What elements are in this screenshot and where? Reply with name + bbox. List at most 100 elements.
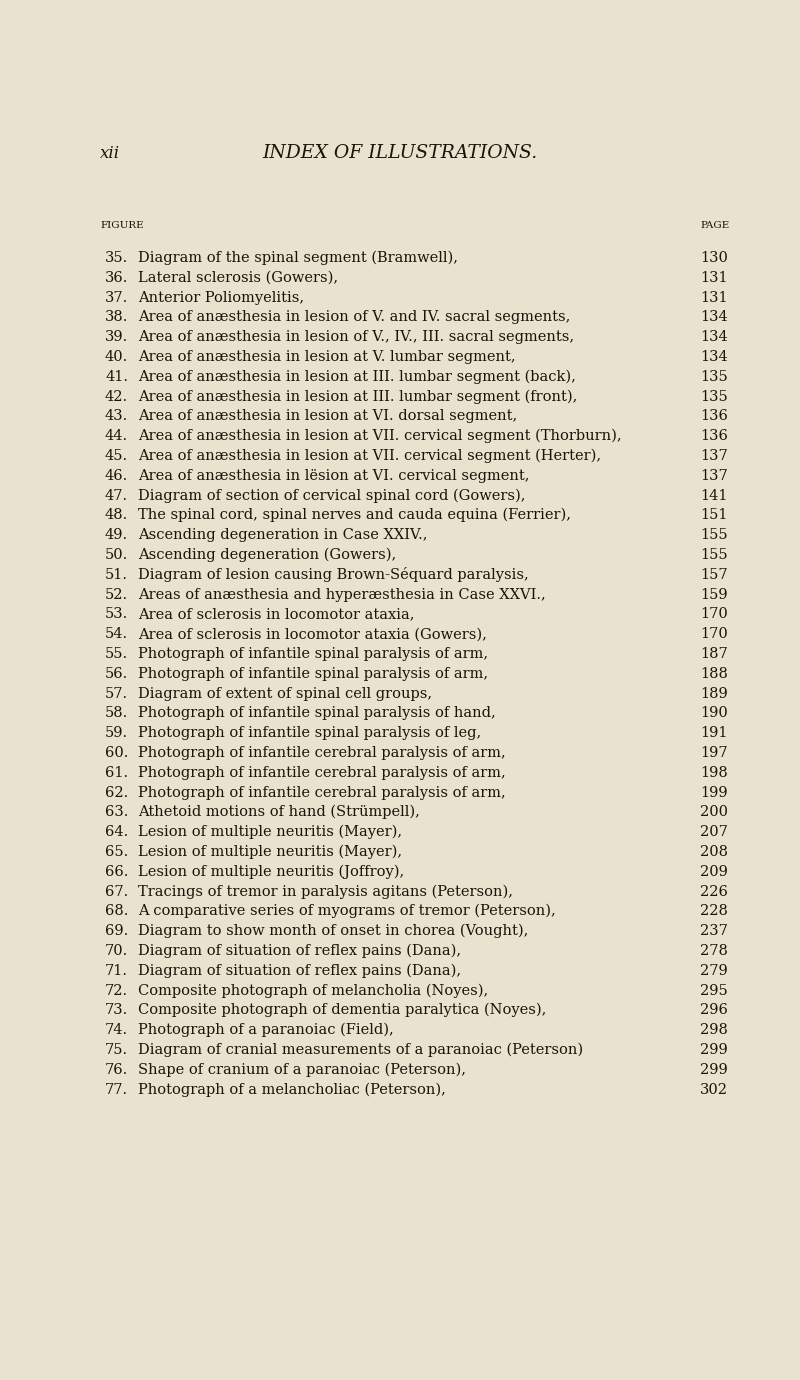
Text: Tracings of tremor in paralysis agitans (Peterson),: Tracings of tremor in paralysis agitans … xyxy=(138,885,513,898)
Text: 60.: 60. xyxy=(105,747,128,760)
Text: Lesion of multiple neuritis (Mayer),: Lesion of multiple neuritis (Mayer), xyxy=(138,845,402,858)
Text: 63.: 63. xyxy=(105,806,128,820)
Text: Anterior Poliomyelitis,: Anterior Poliomyelitis, xyxy=(138,291,304,305)
Text: 41.: 41. xyxy=(105,370,128,384)
Text: 64.: 64. xyxy=(105,825,128,839)
Text: A comparative series of myograms of tremor (Peterson),: A comparative series of myograms of trem… xyxy=(138,904,556,919)
Text: 55.: 55. xyxy=(105,647,128,661)
Text: 49.: 49. xyxy=(105,529,128,542)
Text: 57.: 57. xyxy=(105,687,128,701)
Text: 187: 187 xyxy=(700,647,728,661)
Text: Photograph of infantile spinal paralysis of hand,: Photograph of infantile spinal paralysis… xyxy=(138,707,496,720)
Text: Composite photograph of dementia paralytica (Noyes),: Composite photograph of dementia paralyt… xyxy=(138,1003,546,1017)
Text: 137: 137 xyxy=(700,448,728,464)
Text: Area of anæsthesia in lesion of V. and IV. sacral segments,: Area of anæsthesia in lesion of V. and I… xyxy=(138,310,570,324)
Text: 73.: 73. xyxy=(105,1003,128,1017)
Text: 61.: 61. xyxy=(105,766,128,780)
Text: 141: 141 xyxy=(700,489,727,502)
Text: 35.: 35. xyxy=(105,251,128,265)
Text: PAGE: PAGE xyxy=(700,221,730,230)
Text: Photograph of a melancholiac (Peterson),: Photograph of a melancholiac (Peterson), xyxy=(138,1082,446,1097)
Text: Lesion of multiple neuritis (Joffroy),: Lesion of multiple neuritis (Joffroy), xyxy=(138,864,404,879)
Text: 237: 237 xyxy=(700,925,728,938)
Text: 37.: 37. xyxy=(105,291,128,305)
Text: Area of anæsthesia in lesion at VII. cervical segment (Thorburn),: Area of anæsthesia in lesion at VII. cer… xyxy=(138,429,622,443)
Text: 76.: 76. xyxy=(105,1063,128,1076)
Text: Area of sclerosis in locomotor ataxia (Gowers),: Area of sclerosis in locomotor ataxia (G… xyxy=(138,627,487,642)
Text: 71.: 71. xyxy=(105,963,128,978)
Text: 136: 136 xyxy=(700,429,728,443)
Text: 39.: 39. xyxy=(105,330,128,344)
Text: Photograph of infantile spinal paralysis of leg,: Photograph of infantile spinal paralysis… xyxy=(138,726,482,740)
Text: 134: 134 xyxy=(700,351,728,364)
Text: Photograph of infantile spinal paralysis of arm,: Photograph of infantile spinal paralysis… xyxy=(138,667,488,680)
Text: 302: 302 xyxy=(700,1082,728,1097)
Text: Diagram of situation of reflex pains (Dana),: Diagram of situation of reflex pains (Da… xyxy=(138,944,461,958)
Text: 278: 278 xyxy=(700,944,728,958)
Text: 52.: 52. xyxy=(105,588,128,602)
Text: 137: 137 xyxy=(700,469,728,483)
Text: 72.: 72. xyxy=(105,984,128,998)
Text: 75.: 75. xyxy=(105,1043,128,1057)
Text: 134: 134 xyxy=(700,330,728,344)
Text: 70.: 70. xyxy=(105,944,128,958)
Text: Athetoid motions of hand (Strümpell),: Athetoid motions of hand (Strümpell), xyxy=(138,805,420,820)
Text: 135: 135 xyxy=(700,389,728,403)
Text: 226: 226 xyxy=(700,885,728,898)
Text: 191: 191 xyxy=(700,726,727,740)
Text: 189: 189 xyxy=(700,687,728,701)
Text: 131: 131 xyxy=(700,291,728,305)
Text: 77.: 77. xyxy=(105,1082,128,1097)
Text: Photograph of a paranoiac (Field),: Photograph of a paranoiac (Field), xyxy=(138,1023,394,1038)
Text: 136: 136 xyxy=(700,410,728,424)
Text: 65.: 65. xyxy=(105,845,128,858)
Text: Diagram of extent of spinal cell groups,: Diagram of extent of spinal cell groups, xyxy=(138,687,432,701)
Text: 45.: 45. xyxy=(105,448,128,464)
Text: Photograph of infantile cerebral paralysis of arm,: Photograph of infantile cerebral paralys… xyxy=(138,747,506,760)
Text: 74.: 74. xyxy=(105,1023,128,1038)
Text: 151: 151 xyxy=(700,508,727,523)
Text: 170: 170 xyxy=(700,627,728,642)
Text: 69.: 69. xyxy=(105,925,128,938)
Text: Area of anæsthesia in lesion at III. lumbar segment (front),: Area of anæsthesia in lesion at III. lum… xyxy=(138,389,578,403)
Text: 207: 207 xyxy=(700,825,728,839)
Text: 40.: 40. xyxy=(105,351,128,364)
Text: Photograph of infantile cerebral paralysis of arm,: Photograph of infantile cerebral paralys… xyxy=(138,785,506,799)
Text: Areas of anæsthesia and hyperæsthesia in Case XXVI.,: Areas of anæsthesia and hyperæsthesia in… xyxy=(138,588,546,602)
Text: Area of anæsthesia in lesion of V., IV., III. sacral segments,: Area of anæsthesia in lesion of V., IV.,… xyxy=(138,330,574,344)
Text: 130: 130 xyxy=(700,251,728,265)
Text: 198: 198 xyxy=(700,766,728,780)
Text: 68.: 68. xyxy=(105,904,128,919)
Text: 199: 199 xyxy=(700,785,728,799)
Text: 59.: 59. xyxy=(105,726,128,740)
Text: 159: 159 xyxy=(700,588,728,602)
Text: xii: xii xyxy=(100,145,120,161)
Text: 155: 155 xyxy=(700,529,728,542)
Text: 38.: 38. xyxy=(105,310,128,324)
Text: 155: 155 xyxy=(700,548,728,562)
Text: 298: 298 xyxy=(700,1023,728,1038)
Text: Composite photograph of melancholia (Noyes),: Composite photograph of melancholia (Noy… xyxy=(138,983,488,998)
Text: 295: 295 xyxy=(700,984,728,998)
Text: 44.: 44. xyxy=(105,429,128,443)
Text: 42.: 42. xyxy=(105,389,128,403)
Text: 66.: 66. xyxy=(105,865,128,879)
Text: 296: 296 xyxy=(700,1003,728,1017)
Text: 157: 157 xyxy=(700,567,728,582)
Text: 200: 200 xyxy=(700,806,728,820)
Text: Shape of cranium of a paranoiac (Peterson),: Shape of cranium of a paranoiac (Peterso… xyxy=(138,1063,466,1076)
Text: 299: 299 xyxy=(700,1043,728,1057)
Text: Ascending degeneration (Gowers),: Ascending degeneration (Gowers), xyxy=(138,548,396,562)
Text: INDEX OF ILLUSTRATIONS.: INDEX OF ILLUSTRATIONS. xyxy=(262,144,538,161)
Text: Area of anæsthesia in lesion at III. lumbar segment (back),: Area of anæsthesia in lesion at III. lum… xyxy=(138,370,576,384)
Text: Area of anæsthesia in lësion at VI. cervical segment,: Area of anæsthesia in lësion at VI. cerv… xyxy=(138,469,530,483)
Text: Photograph of infantile cerebral paralysis of arm,: Photograph of infantile cerebral paralys… xyxy=(138,766,506,780)
Text: Ascending degeneration in Case XXIV.,: Ascending degeneration in Case XXIV., xyxy=(138,529,427,542)
Text: The spinal cord, spinal nerves and cauda equina (Ferrier),: The spinal cord, spinal nerves and cauda… xyxy=(138,508,571,523)
Text: 46.: 46. xyxy=(105,469,128,483)
Text: 67.: 67. xyxy=(105,885,128,898)
Text: 134: 134 xyxy=(700,310,728,324)
Text: 299: 299 xyxy=(700,1063,728,1076)
Text: 54.: 54. xyxy=(105,627,128,642)
Text: Diagram of cranial measurements of a paranoiac (Peterson): Diagram of cranial measurements of a par… xyxy=(138,1043,583,1057)
